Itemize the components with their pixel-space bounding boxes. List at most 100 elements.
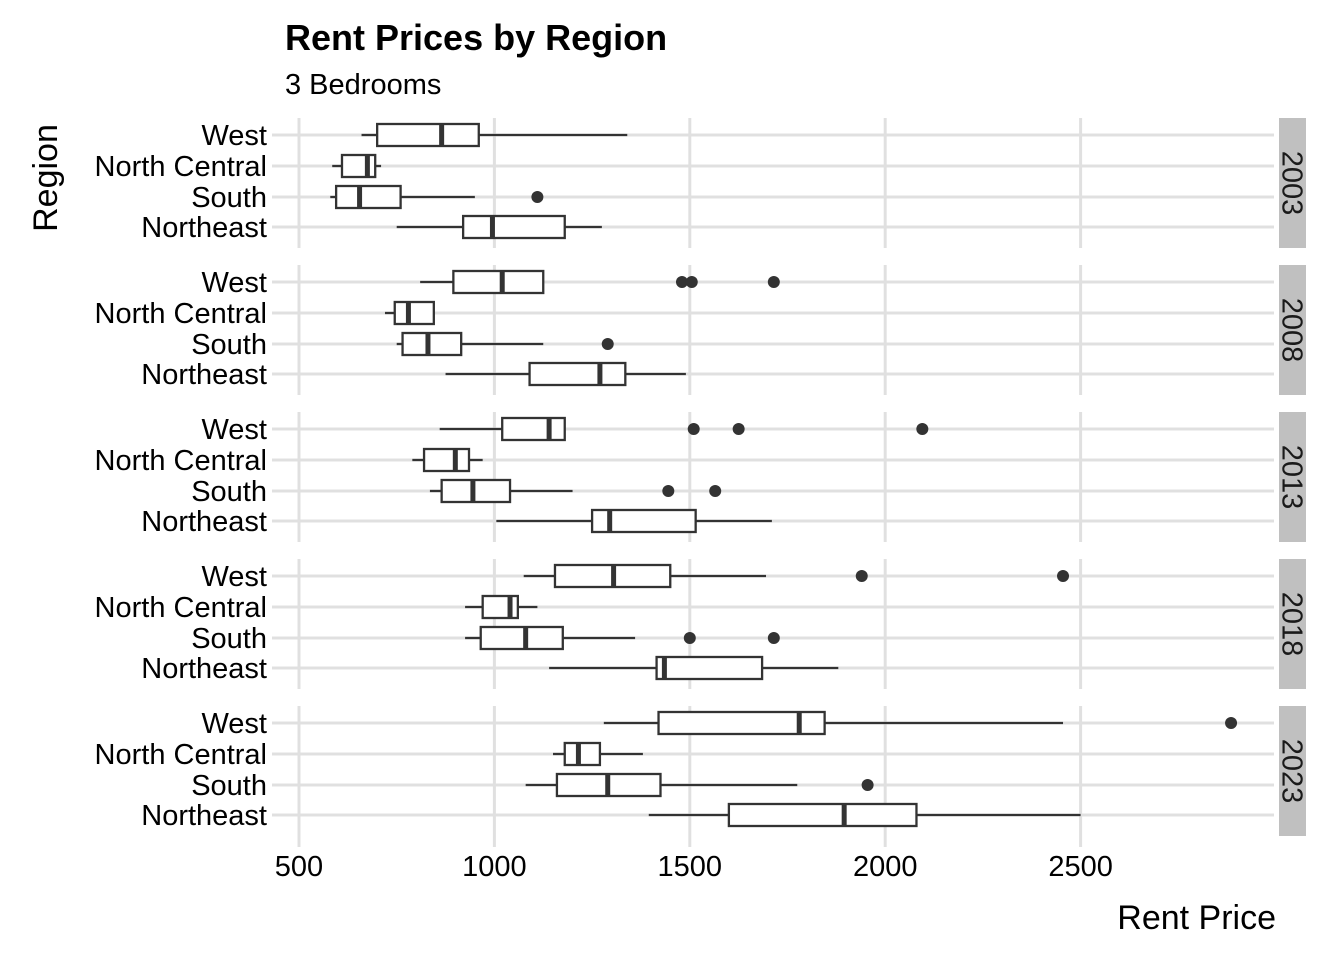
x-tick-label: 500 xyxy=(275,851,323,883)
facet-strip xyxy=(1279,118,1306,248)
box-iqr xyxy=(590,508,697,534)
box-south xyxy=(396,331,614,357)
outlier-point xyxy=(1057,570,1070,582)
outlier-point xyxy=(601,338,614,350)
outlier-point xyxy=(687,423,700,435)
outlier-point xyxy=(675,276,688,288)
x-tick-label: 1500 xyxy=(658,851,723,883)
box-north-central xyxy=(412,447,483,473)
y-tick-label: West xyxy=(201,561,267,593)
facet-strip-label: 2003 xyxy=(1276,151,1308,216)
box-iqr xyxy=(481,594,519,620)
outlier-point xyxy=(1225,717,1238,729)
facet-strip xyxy=(1279,412,1306,542)
box-south xyxy=(525,772,874,798)
box-iqr xyxy=(479,625,564,651)
y-tick-label: North Central xyxy=(95,445,267,477)
y-tick-label: North Central xyxy=(95,298,267,330)
y-tick-label: Northeast xyxy=(141,506,267,538)
box-iqr xyxy=(393,300,435,326)
box-south xyxy=(330,184,544,210)
box-south xyxy=(429,478,722,504)
y-tick-label: Northeast xyxy=(141,800,267,832)
chart-title: Rent Prices by Region xyxy=(285,17,667,58)
y-tick-label: South xyxy=(191,329,267,361)
box-west xyxy=(603,710,1238,736)
box-iqr xyxy=(501,416,566,442)
box-iqr xyxy=(563,741,602,767)
box-iqr xyxy=(376,122,480,148)
outlier-point xyxy=(767,632,780,644)
box-west xyxy=(420,269,780,295)
y-tick-label: Northeast xyxy=(141,359,267,391)
box-west xyxy=(361,122,628,148)
box-iqr xyxy=(422,447,471,473)
box-north-central xyxy=(384,300,435,326)
facet-strip-label: 2008 xyxy=(1276,298,1308,363)
box-north-central xyxy=(553,741,643,767)
y-tick-label: South xyxy=(191,770,267,802)
y-tick-label: South xyxy=(191,623,267,655)
facet-strip-label: 2018 xyxy=(1276,592,1308,657)
box-iqr xyxy=(461,214,566,240)
y-tick-label: West xyxy=(201,414,267,446)
box-iqr xyxy=(727,802,918,828)
box-iqr xyxy=(401,331,463,357)
box-iqr xyxy=(452,269,545,295)
y-tick-label: South xyxy=(191,182,267,214)
y-axis-title: Region xyxy=(27,124,65,232)
outlier-point xyxy=(767,276,780,288)
y-tick-label: Northeast xyxy=(141,212,267,244)
box-iqr xyxy=(528,361,627,387)
box-northeast xyxy=(396,214,602,240)
y-tick-label: Northeast xyxy=(141,653,267,685)
outlier-point xyxy=(709,485,722,497)
facet-strip-label: 2023 xyxy=(1276,739,1308,804)
box-iqr xyxy=(334,184,402,210)
x-tick-label: 2500 xyxy=(1048,851,1113,883)
box-north-central xyxy=(465,594,538,620)
y-tick-label: North Central xyxy=(95,592,267,624)
box-iqr xyxy=(340,153,377,179)
y-tick-label: West xyxy=(201,708,267,740)
box-west xyxy=(523,563,1070,589)
outlier-point xyxy=(855,570,868,582)
box-west xyxy=(439,416,929,442)
outlier-point xyxy=(916,423,929,435)
box-northeast xyxy=(496,508,772,534)
y-tick-label: West xyxy=(201,120,267,152)
box-northeast xyxy=(648,802,1081,828)
facet-strip-label: 2013 xyxy=(1276,445,1308,510)
y-tick-label: North Central xyxy=(95,151,267,183)
box-south xyxy=(465,625,780,651)
outlier-point xyxy=(662,485,675,497)
box-northeast xyxy=(445,361,686,387)
outlier-point xyxy=(732,423,745,435)
x-tick-label: 2000 xyxy=(853,851,918,883)
box-northeast xyxy=(549,655,839,681)
outlier-point xyxy=(861,779,874,791)
facet-strip xyxy=(1279,706,1306,836)
outlier-point xyxy=(683,632,696,644)
x-axis-title: Rent Price xyxy=(1117,899,1276,937)
box-iqr xyxy=(440,478,512,504)
x-axis-ticks: 500 1000 1500 2000 2500 xyxy=(275,836,1113,883)
box-north-central xyxy=(332,153,382,179)
outlier-point xyxy=(685,276,698,288)
facet-strip xyxy=(1279,559,1306,689)
chart-subtitle: 3 Bedrooms xyxy=(285,69,441,101)
x-tick-label: 1000 xyxy=(462,851,527,883)
facet-strip xyxy=(1279,265,1306,395)
outlier-point xyxy=(531,191,544,203)
box-iqr xyxy=(657,710,826,736)
y-tick-label: South xyxy=(191,476,267,508)
y-tick-label: West xyxy=(201,267,267,299)
